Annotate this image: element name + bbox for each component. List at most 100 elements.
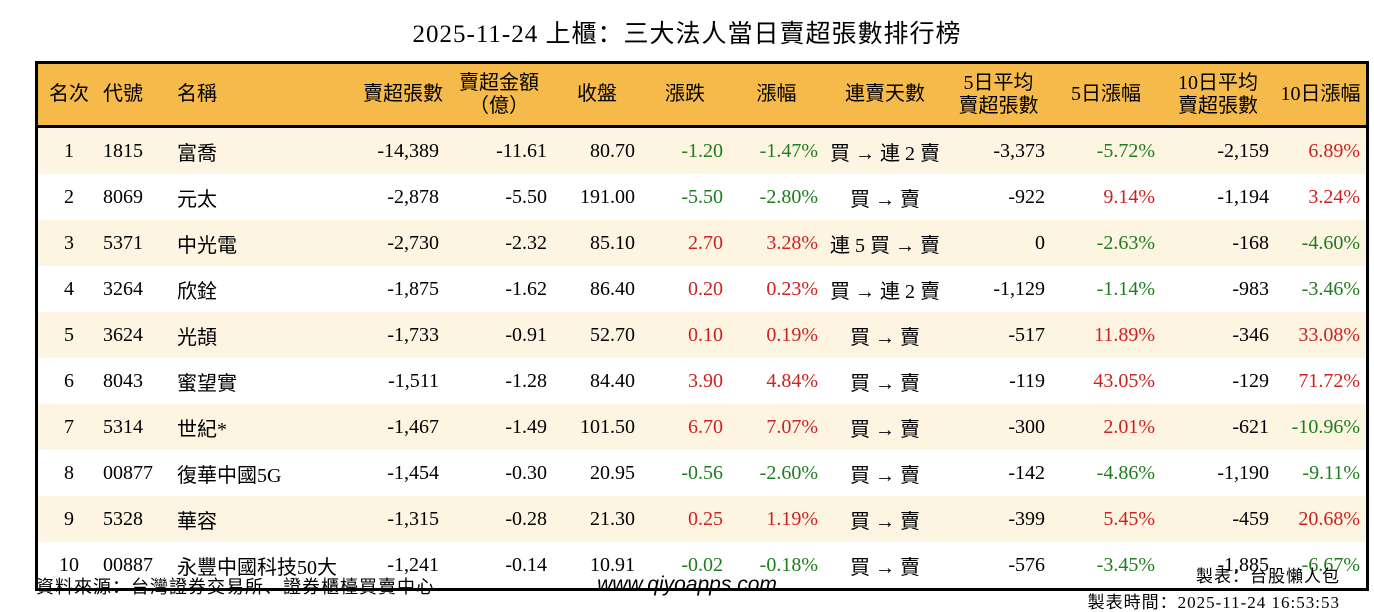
cell-sell_volume: -1,467 [387, 415, 439, 438]
cell-code: 5328 [103, 507, 143, 530]
cell-avg10: -1,190 [1217, 461, 1269, 484]
website-url: www.qiyoapps.com [597, 573, 777, 596]
cell-name: 永豐中國科技50大 [177, 556, 337, 579]
cell-avg10: -346 [1232, 323, 1269, 346]
cell-close: 20.95 [590, 461, 635, 484]
ranking-table: 名次 代號 名稱 賣超張數 賣超金額 （億） 收盤 漲跌 漲幅 連賣天數 5日平均 賣超張數 5日漲… [35, 61, 1369, 591]
cell-change_pct: -2.60% [759, 461, 818, 484]
cell-name: 欣銓 [177, 280, 217, 303]
column-header-sell_volume: 賣超張數 [361, 62, 445, 128]
cell-sell_amount: -1.28 [505, 369, 547, 392]
cell-name: 華容 [177, 510, 217, 533]
cell-sell_volume: -2,730 [387, 231, 439, 254]
cell-pct10: 20.68% [1298, 507, 1360, 530]
cell-change: 0.25 [688, 507, 723, 530]
column-header-avg5: 5日平均 賣超張數 [946, 62, 1051, 128]
cell-sell_amount: -1.62 [505, 277, 547, 300]
cell-avg5: -300 [1008, 415, 1045, 438]
cell-rank: 4 [64, 277, 74, 300]
cell-pct10: -10.96% [1291, 415, 1360, 438]
cell-pct10: 6.89% [1308, 139, 1360, 162]
table-row: 7 5314 世紀* -1,467 -1.49 101.50 6.70 7.07% 買 → 賣 -… [36, 404, 1368, 450]
cell-rank: 3 [64, 231, 74, 254]
cell-name: 蜜望實 [177, 372, 237, 395]
column-header-code: 代號 [100, 62, 174, 128]
cell-avg5: -142 [1008, 461, 1045, 484]
cell-pct5: -2.63% [1096, 231, 1155, 254]
cell-avg5: -399 [1008, 507, 1045, 530]
table-row: 4 3264 欣銓 -1,875 -1.62 86.40 0.20 0.23% 買 → 連 2 … [36, 266, 1368, 312]
cell-name: 復華中國5G [177, 464, 282, 487]
cell-code: 1815 [103, 139, 143, 162]
cell-change: 0.20 [688, 277, 723, 300]
cell-avg10: -983 [1232, 277, 1269, 300]
cell-sell_amount: -0.14 [505, 553, 547, 576]
cell-avg5: -922 [1008, 185, 1045, 208]
table-row: 9 5328 華容 -1,315 -0.28 21.30 0.25 1.19% 買 → 賣 -39… [36, 496, 1368, 542]
cell-close: 10.91 [590, 553, 635, 576]
cell-pct10: 33.08% [1298, 323, 1360, 346]
cell-name: 光頡 [177, 326, 217, 349]
cell-code: 8043 [103, 369, 143, 392]
cell-name: 中光電 [177, 234, 237, 257]
cell-sell_amount: -5.50 [505, 185, 547, 208]
cell-code: 00877 [103, 461, 153, 484]
cell-streak: 買 → 賣 [850, 188, 920, 211]
cell-sell_volume: -1,241 [387, 553, 439, 576]
credits: 製表：台股懶人包 製表時間：2025-11-24 16:53:53 [1088, 564, 1340, 612]
cell-change_pct: -2.80% [759, 185, 818, 208]
cell-close: 191.00 [580, 185, 635, 208]
cell-avg10: -129 [1232, 369, 1269, 392]
cell-close: 101.50 [580, 415, 635, 438]
cell-streak: 買 → 賣 [850, 372, 920, 395]
cell-avg10: -168 [1232, 231, 1269, 254]
cell-avg5: 0 [1035, 231, 1045, 254]
cell-change: 6.70 [688, 415, 723, 438]
cell-pct5: -3.45% [1096, 553, 1155, 576]
cell-rank: 2 [64, 185, 74, 208]
cell-avg10: -1,885 [1217, 553, 1269, 576]
cell-pct10: 71.72% [1298, 369, 1360, 392]
column-header-rank: 名次 [36, 62, 100, 128]
column-header-change: 漲跌 [641, 62, 729, 128]
cell-streak: 買 → 賣 [850, 418, 920, 441]
cell-avg5: -3,373 [993, 139, 1045, 162]
table-row: 6 8043 蜜望實 -1,511 -1.28 84.40 3.90 4.84% 買 → 賣 -1… [36, 358, 1368, 404]
column-header-close: 收盤 [553, 62, 641, 128]
table-row: 1 1815 富喬 -14,389 -11.61 80.70 -1.20 -1.47% 買 → … [36, 126, 1368, 174]
cell-change_pct: 3.28% [766, 231, 818, 254]
cell-code: 5371 [103, 231, 143, 254]
cell-sell_amount: -11.61 [496, 139, 547, 162]
column-header-pct5: 5日漲幅 [1051, 62, 1161, 128]
made-time-text: 製表時間：2025-11-24 16:53:53 [1087, 592, 1340, 612]
cell-rank: 9 [64, 507, 74, 530]
cell-pct5: 11.89% [1094, 323, 1155, 346]
column-header-avg10: 10日平均 賣超張數 [1161, 62, 1275, 128]
made-by-text: 製表：台股懶人包 [1196, 567, 1340, 586]
cell-close: 21.30 [590, 507, 635, 530]
cell-avg5: -517 [1008, 323, 1045, 346]
cell-pct10: -4.60% [1301, 231, 1360, 254]
cell-code: 00887 [103, 553, 153, 576]
cell-change_pct: -1.47% [759, 139, 818, 162]
cell-pct10: -6.67% [1301, 553, 1360, 576]
footer: 資料來源：台灣證券交易所、證券櫃檯買賣中心 www.qiyoapps.com 製… [0, 564, 1374, 612]
cell-change: 0.10 [688, 323, 723, 346]
cell-name: 世紀* [177, 418, 227, 441]
column-header-sell_amount: 賣超金額 （億） [445, 62, 553, 128]
cell-streak: 買 → 連 2 賣 [830, 280, 940, 303]
table-header: 名次 代號 名稱 賣超張數 賣超金額 （億） 收盤 漲跌 漲幅 連賣天數 5日平均 賣超張數 5日漲… [36, 62, 1368, 128]
cell-name: 富喬 [177, 142, 217, 165]
cell-sell_amount: -0.91 [505, 323, 547, 346]
cell-pct5: -5.72% [1096, 139, 1155, 162]
cell-code: 8069 [103, 185, 143, 208]
column-header-change_pct: 漲幅 [729, 62, 824, 128]
cell-pct10: -3.46% [1301, 277, 1360, 300]
cell-streak: 買 → 賣 [850, 464, 920, 487]
cell-code: 5314 [103, 415, 143, 438]
cell-pct10: -9.11% [1302, 461, 1360, 484]
cell-sell_amount: -0.28 [505, 507, 547, 530]
cell-close: 52.70 [590, 323, 635, 346]
page-title: 2025-11-24 上櫃：三大法人當日賣超張數排行榜 [412, 21, 962, 48]
